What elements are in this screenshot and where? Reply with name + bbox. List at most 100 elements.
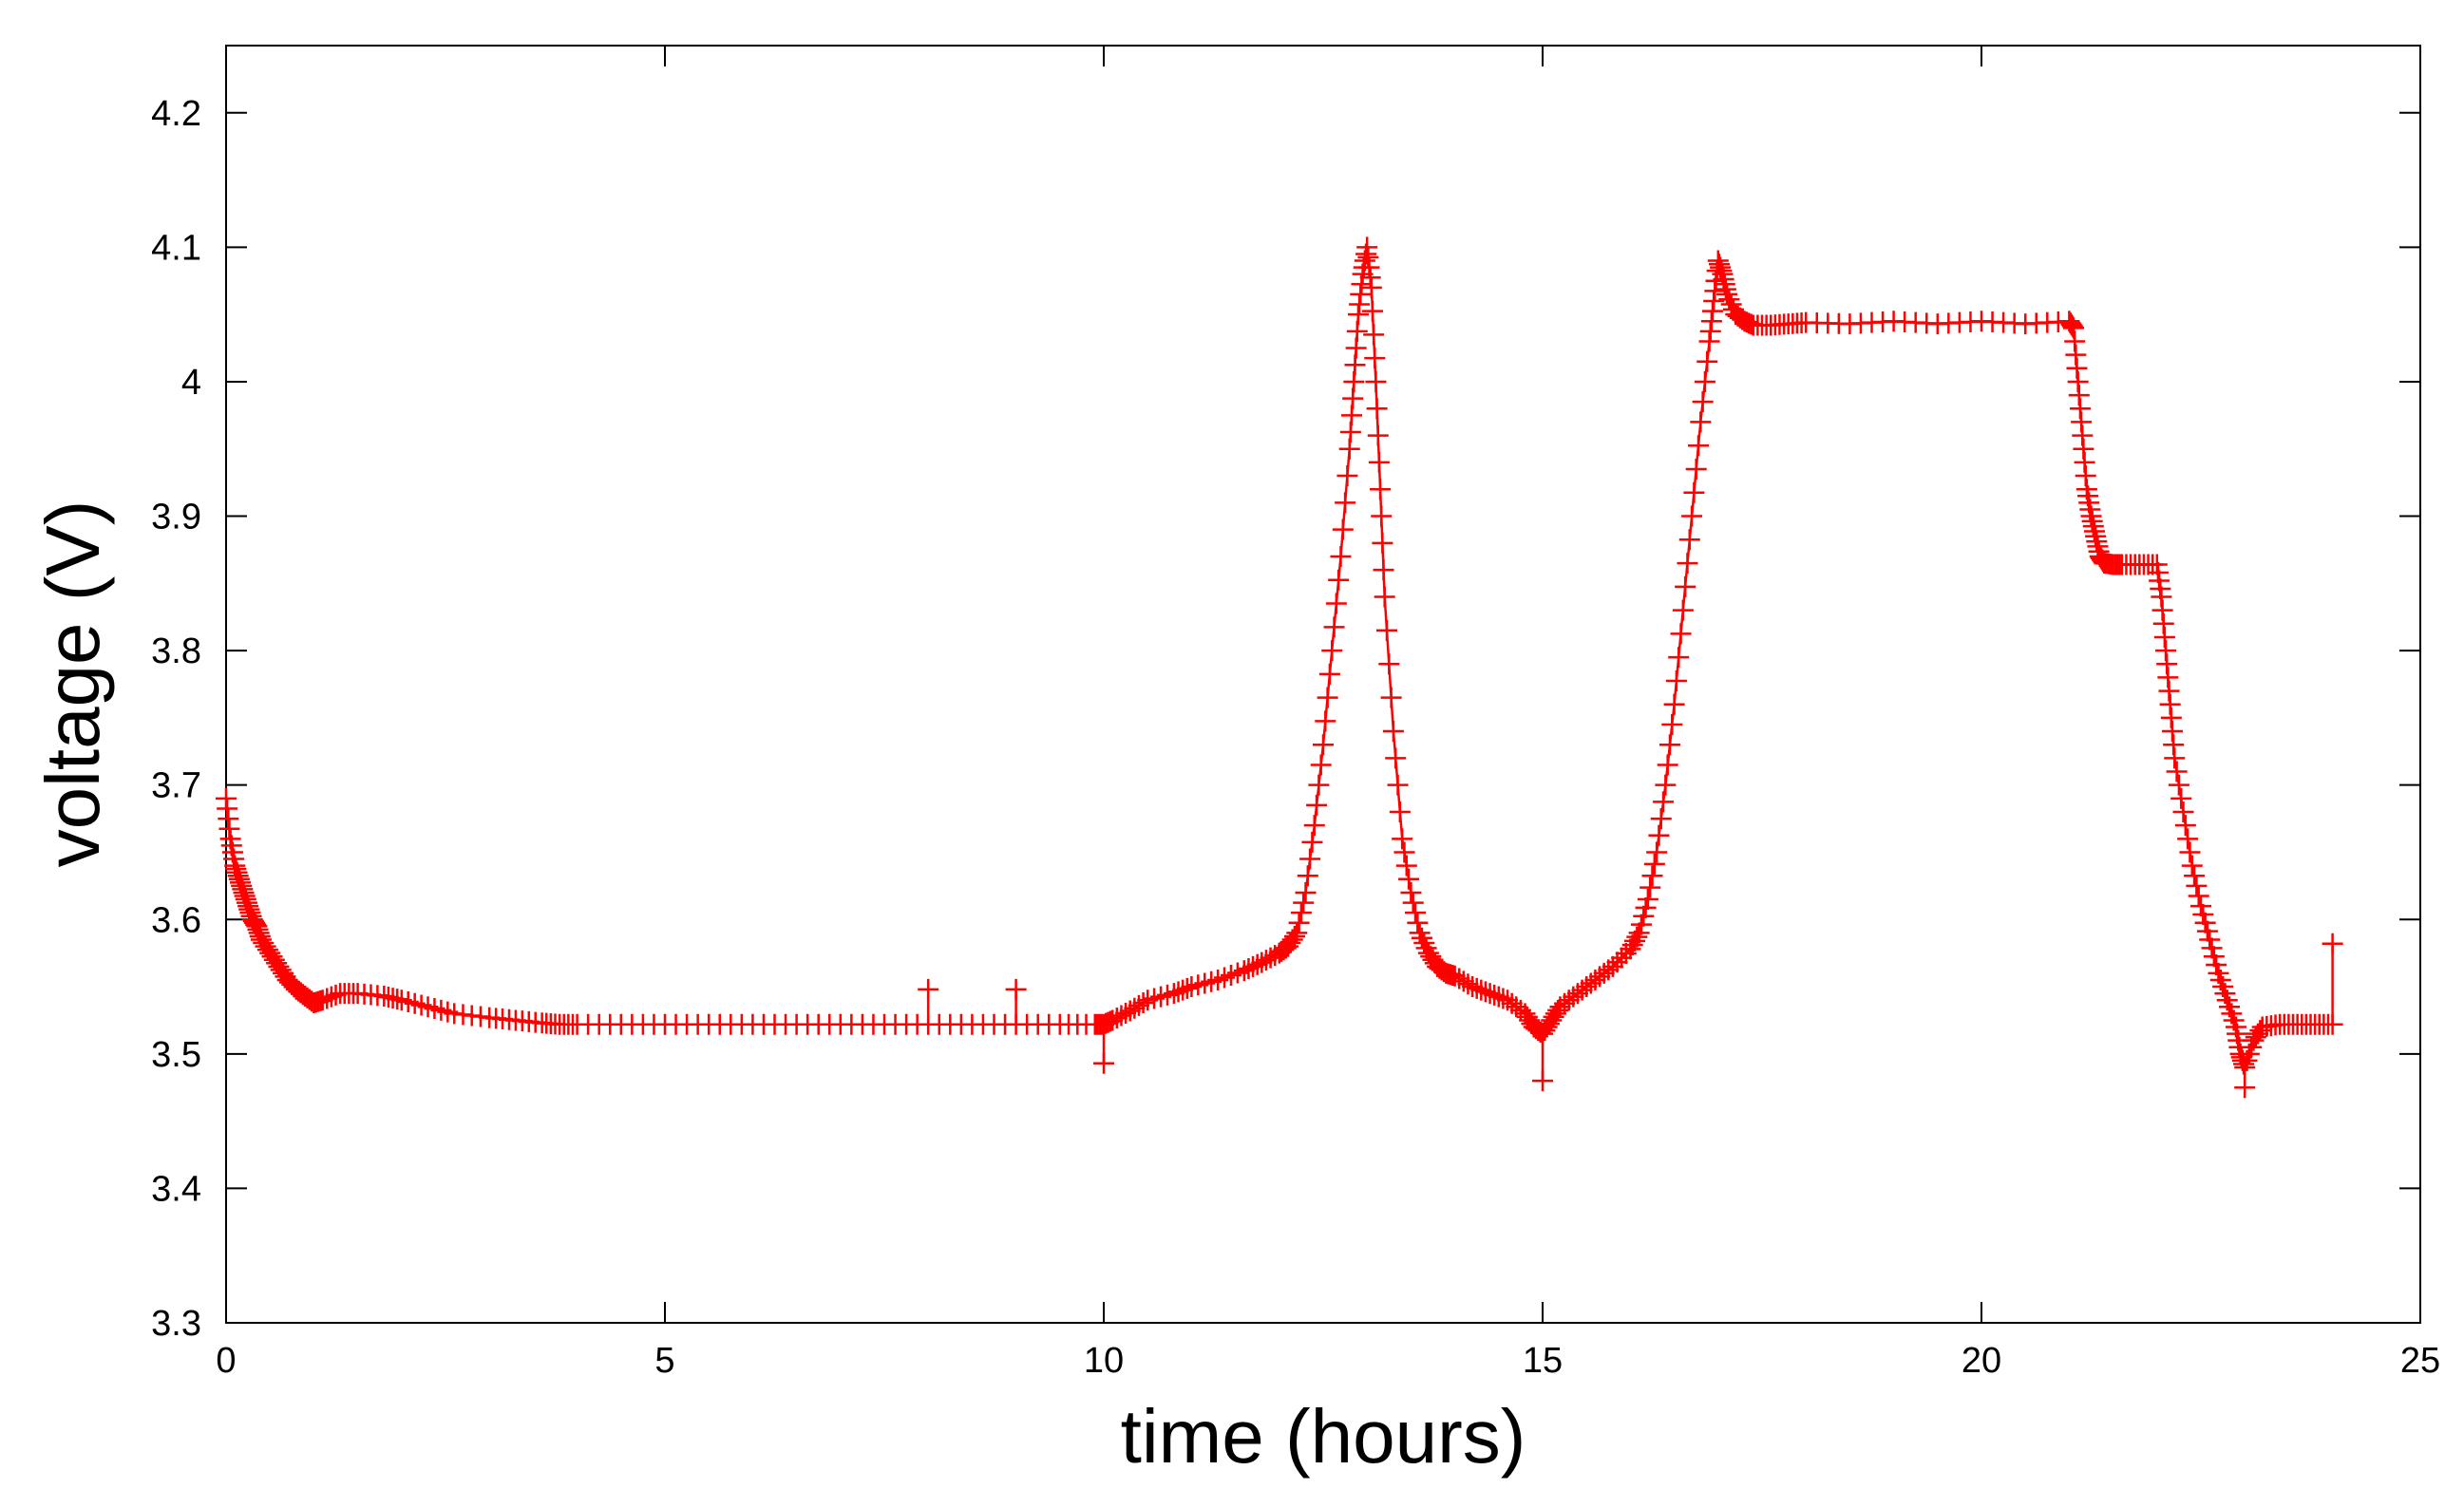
data-point [2203,946,2225,968]
data-point [1323,616,1345,638]
data-point [1474,981,1496,1003]
data-point [1378,653,1400,675]
data-point [1321,640,1343,662]
data-point [1365,370,1387,392]
y-tick-label: 3.4 [151,1169,201,1209]
data-point [1317,687,1338,708]
data-point [1677,553,1698,575]
data-point [1663,693,1685,715]
data-point [1332,518,1354,540]
data-point [1389,801,1411,822]
data-point [1368,451,1390,473]
data-point [2174,815,2196,837]
y-tick-label: 4.2 [151,94,201,134]
data-point [2177,828,2199,850]
data-point [1678,529,1700,551]
x-axis-ticks: 0 5 10 15 20 25 [216,46,2440,1381]
data-point [1415,937,1437,959]
data-point [1242,955,1264,977]
data-point [1176,977,1198,999]
outlier-point [2322,933,2343,954]
y-tick-label: 4 [181,363,201,403]
y-tick-label: 3.7 [151,766,201,806]
data-point [1132,992,1154,1014]
data-point [1411,927,1432,949]
data-point [1238,957,1260,979]
y-tick-label: 4.1 [151,228,201,268]
y-tick-label: 3.6 [151,900,201,940]
data-point [1367,424,1389,446]
x-tick-label: 0 [216,1341,236,1381]
data-point [1318,663,1340,685]
data-point [1444,965,1466,987]
data-point [1290,902,1312,924]
y-axis-title: voltage (V) [30,500,115,868]
data-point [325,984,347,1006]
data-point [2166,761,2188,782]
x-axis-title: time (hours) [1121,1394,1526,1479]
data-point [312,990,333,1011]
data-point [1295,881,1317,903]
data-point [1360,276,1382,298]
plot-frame [225,45,2421,1324]
data-point [2172,801,2194,822]
data-point [2196,920,2218,942]
outlier-point [918,978,939,1000]
data-point [1375,619,1397,641]
data-point [1716,283,1738,305]
x-tick-label: 15 [1523,1341,1563,1381]
data-point [1696,350,1718,372]
data-point [1286,922,1308,944]
data-point [1661,713,1683,735]
data-point [2170,787,2192,809]
data-point [1172,979,1194,1001]
data-point [1398,868,1420,890]
data-point [1683,481,1705,503]
data-point [1413,933,1435,954]
data-point [1492,988,1514,1009]
data-point [1288,912,1310,933]
data-point [1449,968,1470,990]
data-point [1670,623,1692,645]
data-point [1128,994,1149,1016]
data-point [1658,734,1680,756]
data-point [1657,754,1678,776]
outlier-point [1532,1070,1553,1092]
data-point [2206,954,2227,976]
data-point [1251,952,1273,973]
data-point [1325,593,1347,614]
data-point [1405,902,1427,924]
data-point [1313,734,1334,756]
data-point [1611,947,1633,969]
data-point [1380,687,1402,708]
data-point [1402,892,1424,914]
data-point [1102,1009,1124,1031]
y-tick-label: 3.8 [151,631,201,671]
data-point [1371,505,1393,527]
data-point [1370,479,1392,500]
data-point [1452,971,1474,992]
data-point [1640,876,1661,898]
series-layer [216,236,2343,1099]
data-point [1106,1007,1128,1028]
data-point [1602,955,1623,977]
data-point [1373,559,1394,581]
data-point [1653,791,1675,813]
data-point [2190,895,2211,917]
data-point [1363,324,1385,346]
data-point [1233,960,1255,982]
data-point [1115,1003,1137,1025]
data-point [1306,794,1328,816]
data-point [1407,912,1429,933]
data-point [1393,841,1415,863]
data-point [1303,815,1325,837]
data-point [1681,505,1703,527]
data-point [1330,546,1352,567]
data-point [2186,875,2208,896]
data-point [2192,903,2214,925]
data-point [1297,865,1318,887]
data-point [1650,808,1672,830]
data-point [1720,293,1742,315]
data-point [1255,950,1277,971]
